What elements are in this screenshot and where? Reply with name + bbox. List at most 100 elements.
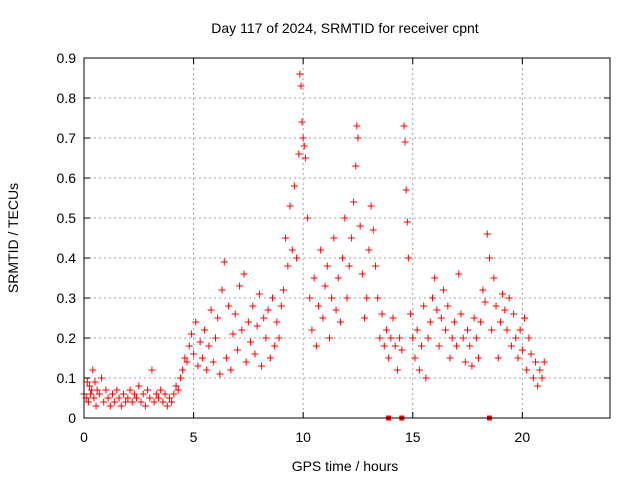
data-point [306, 294, 314, 302]
data-point [415, 366, 423, 374]
data-point [341, 214, 349, 222]
data-point [376, 334, 384, 342]
data-point [83, 378, 91, 386]
data-point [499, 290, 507, 298]
data-point [363, 294, 371, 302]
data-point [106, 402, 114, 410]
data-point [288, 246, 296, 254]
data-point [367, 202, 375, 210]
data-point [433, 306, 441, 314]
data-point [505, 294, 513, 302]
data-point [201, 326, 209, 334]
data-point [358, 270, 366, 278]
data-point [512, 334, 520, 342]
data-point [130, 390, 138, 398]
data-point [84, 398, 92, 406]
data-point [401, 138, 409, 146]
data-point [470, 314, 478, 322]
data-point [353, 122, 361, 130]
data-point [400, 122, 408, 130]
data-point [255, 290, 263, 298]
data-point [296, 70, 304, 78]
data-point [179, 366, 187, 374]
data-point [328, 294, 336, 302]
data-point [391, 342, 399, 350]
data-point [229, 330, 237, 338]
data-point [163, 402, 171, 410]
data-point [209, 358, 217, 366]
data-point [422, 374, 430, 382]
data-point [146, 394, 154, 402]
data-point [275, 334, 283, 342]
data-point [277, 302, 285, 310]
data-point [264, 306, 272, 314]
data-point [389, 314, 397, 322]
data-point [117, 402, 125, 410]
data-point [448, 334, 456, 342]
data-point [198, 354, 206, 362]
data-point [301, 154, 309, 162]
data-point [139, 390, 147, 398]
data-point [490, 274, 498, 282]
data-point [297, 82, 305, 90]
data-point [161, 390, 169, 398]
y-tick-label: 0.6 [57, 170, 77, 186]
data-point [187, 330, 195, 338]
data-point [380, 342, 388, 350]
data-point [503, 326, 511, 334]
data-point [124, 394, 132, 402]
y-tick-label: 0.7 [57, 130, 77, 146]
data-point [354, 134, 362, 142]
data-point [238, 326, 246, 334]
y-tick-label: 0.3 [57, 290, 77, 306]
data-point [155, 394, 163, 402]
data-point [115, 394, 123, 402]
data-point [176, 374, 184, 382]
data-point [468, 362, 476, 370]
data-point [475, 354, 482, 362]
data-point [233, 346, 241, 354]
data-point [334, 274, 342, 282]
data-point [258, 362, 266, 370]
data-point [378, 310, 386, 318]
data-point [350, 198, 358, 206]
data-point [284, 262, 292, 270]
data-point [325, 334, 333, 342]
data-point [194, 362, 202, 370]
data-point [100, 398, 108, 406]
data-point [321, 282, 329, 290]
y-tick-label: 0.8 [57, 90, 77, 106]
data-point [196, 338, 204, 346]
data-point [403, 218, 411, 226]
data-point [308, 326, 316, 334]
data-point [435, 342, 443, 350]
data-point [282, 234, 290, 242]
y-tick-label: 0.2 [57, 330, 77, 346]
y-tick-label: 0.9 [57, 50, 77, 66]
data-point [396, 334, 404, 342]
data-point [298, 118, 306, 126]
data-point [286, 202, 294, 210]
data-point [442, 326, 450, 334]
data-point [111, 398, 119, 406]
data-point [268, 294, 276, 302]
data-point [299, 134, 307, 142]
data-point [218, 286, 226, 294]
data-point [150, 398, 158, 406]
data-point [159, 398, 167, 406]
data-point [371, 262, 379, 270]
x-tick-label: 10 [295, 429, 311, 445]
data-point [365, 246, 373, 254]
data-point [249, 302, 257, 310]
data-point [352, 162, 360, 170]
data-point [135, 382, 143, 390]
data-point [236, 282, 244, 290]
data-point [216, 370, 224, 378]
data-point [227, 366, 235, 374]
data-point [446, 354, 454, 362]
data-point [300, 142, 308, 150]
data-point [304, 214, 312, 222]
data-point [93, 386, 101, 394]
data-point [98, 374, 106, 382]
data-point [251, 350, 259, 358]
